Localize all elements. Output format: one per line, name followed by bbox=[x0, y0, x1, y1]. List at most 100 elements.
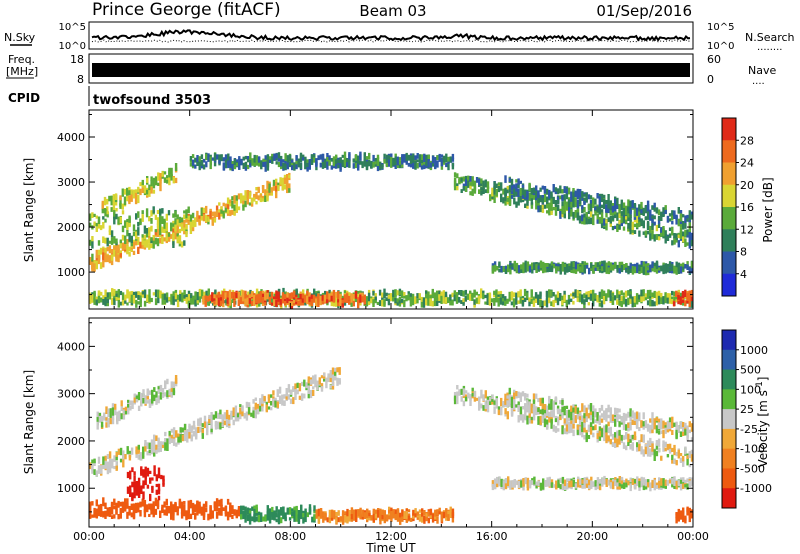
data-cell-0 bbox=[111, 288, 114, 297]
data-cell-0 bbox=[447, 297, 450, 303]
ytick-label: 2000 bbox=[57, 221, 85, 234]
data-cell-7 bbox=[666, 215, 670, 223]
data-cell-1 bbox=[206, 295, 210, 302]
data-cell-2 bbox=[350, 514, 354, 520]
data-cell-0 bbox=[609, 290, 612, 297]
data-cell-5 bbox=[157, 495, 161, 501]
data-cell-3 bbox=[219, 422, 222, 430]
data-cell-5 bbox=[357, 163, 360, 168]
data-cell-4 bbox=[95, 226, 98, 232]
data-cell-0 bbox=[570, 293, 573, 297]
data-cell-7 bbox=[554, 189, 558, 195]
data-cell-8 bbox=[605, 262, 608, 268]
data-cell-6 bbox=[598, 430, 602, 437]
data-cell-0 bbox=[530, 289, 533, 298]
data-cell-2 bbox=[434, 509, 437, 517]
data-cell-0 bbox=[563, 294, 566, 303]
data-cell-2 bbox=[99, 262, 103, 269]
data-cell-0 bbox=[660, 297, 663, 304]
data-cell-8 bbox=[526, 266, 530, 272]
data-cell-8 bbox=[491, 483, 495, 491]
data-cell-4 bbox=[176, 236, 179, 244]
data-cell-0 bbox=[172, 296, 175, 306]
data-cell-0 bbox=[102, 497, 105, 507]
data-cell-6 bbox=[686, 458, 689, 466]
data-cell-4 bbox=[109, 412, 112, 420]
freq-panel bbox=[88, 53, 694, 84]
data-cell-2 bbox=[202, 214, 206, 220]
data-cell-4 bbox=[161, 216, 164, 224]
data-cell-5 bbox=[277, 158, 281, 162]
data-cell-2 bbox=[117, 248, 120, 254]
data-cell-4 bbox=[172, 223, 175, 227]
data-cell-3 bbox=[137, 186, 140, 193]
data-cell-1 bbox=[308, 301, 311, 305]
data-cell-0 bbox=[592, 294, 595, 302]
data-cell-4 bbox=[100, 421, 104, 428]
data-cell-4 bbox=[104, 237, 107, 244]
data-cell-1 bbox=[293, 510, 296, 518]
data-cell-4 bbox=[137, 227, 140, 236]
data-cell-5 bbox=[368, 159, 371, 164]
data-cell-7 bbox=[574, 405, 577, 414]
data-cell-5 bbox=[242, 162, 245, 169]
data-cell-4 bbox=[135, 213, 138, 220]
data-cell-1 bbox=[343, 294, 347, 301]
data-cell-5 bbox=[249, 163, 252, 168]
data-cell-3 bbox=[170, 167, 173, 176]
data-cell-7 bbox=[596, 419, 599, 424]
data-cell-0 bbox=[121, 507, 125, 513]
data-cell-0 bbox=[148, 295, 151, 303]
data-cell-5 bbox=[420, 165, 424, 170]
data-cell-3 bbox=[183, 433, 187, 442]
data-cell-3 bbox=[331, 367, 335, 376]
data-cell-3 bbox=[336, 367, 339, 373]
data-cell-4 bbox=[156, 223, 160, 227]
data-cell-0 bbox=[141, 291, 145, 295]
data-cell-5 bbox=[291, 161, 294, 171]
data-cell-0 bbox=[539, 291, 542, 299]
data-cell-0 bbox=[187, 300, 191, 306]
data-cell-7 bbox=[607, 194, 610, 202]
data-cell-0 bbox=[556, 296, 560, 306]
data-cell-5 bbox=[275, 161, 278, 165]
data-cell-7 bbox=[530, 188, 533, 195]
data-cell-0 bbox=[671, 299, 674, 305]
data-cell-5 bbox=[238, 156, 241, 161]
data-cell-0 bbox=[198, 288, 202, 297]
data-cell-3 bbox=[309, 389, 313, 399]
data-cell-7 bbox=[565, 188, 569, 194]
data-cell-2 bbox=[231, 196, 234, 201]
data-cell-3 bbox=[199, 427, 202, 432]
data-cell-6 bbox=[572, 429, 575, 437]
data-cell-2 bbox=[438, 511, 441, 515]
data-cell-8 bbox=[537, 265, 540, 270]
data-cell-7 bbox=[671, 417, 674, 425]
data-cell-7 bbox=[651, 425, 654, 430]
data-cell-4 bbox=[111, 412, 115, 420]
data-cell-2 bbox=[368, 512, 371, 517]
data-cell-0 bbox=[126, 498, 129, 507]
data-cell-3 bbox=[327, 373, 330, 383]
data-cell-6 bbox=[589, 422, 593, 431]
data-cell-4 bbox=[180, 217, 184, 223]
data-cell-3 bbox=[119, 447, 123, 456]
data-cell-2 bbox=[102, 261, 105, 268]
data-cell-0 bbox=[480, 290, 483, 299]
data-cell-7 bbox=[675, 215, 678, 219]
data-cell-5 bbox=[149, 493, 152, 502]
noise-left-tick-top: 10^5 bbox=[59, 22, 86, 33]
data-cell-8 bbox=[493, 480, 497, 490]
data-cell-1 bbox=[244, 290, 247, 299]
data-cell-1 bbox=[323, 294, 327, 302]
data-cell-4 bbox=[128, 215, 131, 223]
data-cell-6 bbox=[460, 189, 463, 193]
data-cell-6 bbox=[495, 400, 498, 409]
data-cell-5 bbox=[313, 154, 316, 158]
data-cell-0 bbox=[370, 298, 373, 304]
data-cell-5 bbox=[335, 155, 338, 165]
data-cell-4 bbox=[110, 230, 114, 238]
data-cell-8 bbox=[625, 263, 628, 268]
data-cell-0 bbox=[93, 290, 96, 296]
data-cell-1 bbox=[319, 295, 322, 300]
